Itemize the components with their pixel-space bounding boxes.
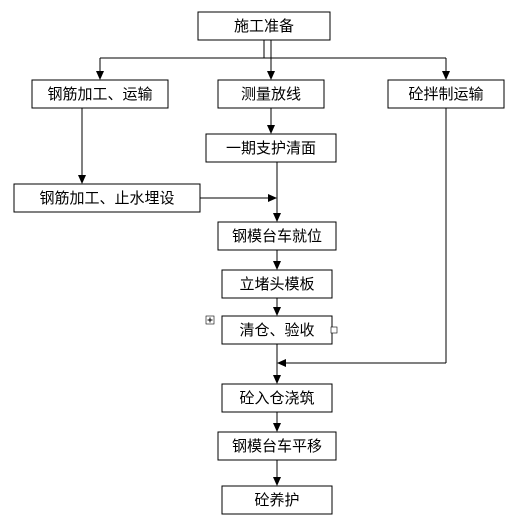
node-label-pour: 砼入仓浇筑 [239,390,314,407]
node-clean: 一期支护清面 [206,134,336,162]
node-mix: 砼拌制运输 [388,80,504,108]
node-label-clean: 一期支护清面 [226,140,316,157]
node-label-trolley: 钢模台车就位 [232,228,322,245]
node-stopwater: 钢筋加工、止水埋设 [14,184,200,212]
node-label-prep: 施工准备 [234,18,294,35]
node-label-rebar: 钢筋加工、运输 [47,86,152,103]
node-label-mix: 砼拌制运输 [408,86,483,103]
node-label-cure: 砼养护 [254,492,299,509]
node-rebar: 钢筋加工、运输 [32,80,168,108]
node-cure: 砼养护 [222,486,332,514]
square-handle-icon [331,327,337,333]
node-label-endform: 立堵头模板 [239,275,314,293]
node-label-stopwater: 钢筋加工、止水埋设 [39,190,174,207]
node-label-inspect: 清仓、验收 [239,322,314,339]
node-pour: 砼入仓浇筑 [222,384,332,412]
node-endform: 立堵头模板 [222,270,332,298]
node-inspect: 清仓、验收 [222,316,332,344]
node-move: 钢模台车平移 [218,432,336,460]
node-label-survey: 测量放线 [241,86,301,103]
flowchart: 施工准备钢筋加工、运输 测量放线 砼拌制运输一期支护清面钢筋加工、止水埋设钢模台车就… [0,0,528,528]
node-prep: 施工准备 [198,12,330,40]
node-trolley: 钢模台车就位 [218,222,336,250]
node-survey: 测量放线 [218,80,324,108]
node-label-move: 钢模台车平移 [232,438,322,455]
